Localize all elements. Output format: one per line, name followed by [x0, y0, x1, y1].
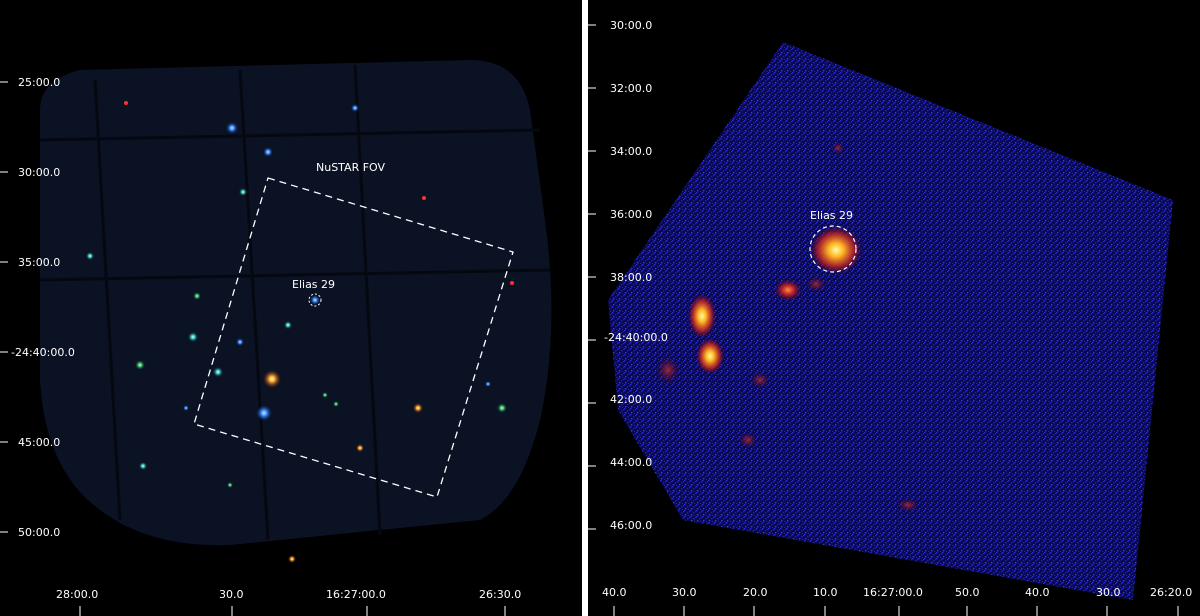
left-dec-tick: 35:00.0 [18, 256, 61, 269]
xmm-field-background [40, 60, 552, 546]
nustar-sources [656, 142, 919, 512]
nustar-detector-area [608, 42, 1173, 600]
right-frame-ticks [588, 24, 1179, 616]
right-dec-tick: 44:00.0 [610, 456, 653, 469]
left-ra-tick: 28:00.0 [56, 588, 99, 601]
left-image-panel: NuSTAR FOV Elias 29 25:00.0 30:00.0 35:0… [0, 0, 582, 616]
right-ra-tick: 20.0 [743, 586, 768, 599]
right-image-panel: Elias 29 30:00.0 32:00.0 34:00.0 36:00.0… [588, 0, 1200, 616]
left-ra-tick: 16:27:00.0 [326, 588, 386, 601]
right-ra-tick: 30.0 [672, 586, 697, 599]
right-ra-tick: 16:27:00.0 [863, 586, 923, 599]
right-ra-tick: 40.0 [602, 586, 627, 599]
right-dec-tick: 30:00.0 [610, 19, 653, 32]
left-dec-tick: 45:00.0 [18, 436, 61, 449]
left-frame-ticks [0, 81, 506, 616]
right-dec-tick: 32:00.0 [610, 82, 653, 95]
right-dec-tick: 38:00.0 [610, 271, 653, 284]
left-ra-tick: 26:30.0 [479, 588, 522, 601]
left-dec-tick: 30:00.0 [18, 166, 61, 179]
ccd-gaps [39, 64, 551, 541]
x-ray-sources [86, 101, 514, 563]
left-dec-tick: -24:40:00.0 [11, 346, 75, 359]
right-dec-tick: 34:00.0 [610, 145, 653, 158]
elias29-label-right: Elias 29 [810, 209, 854, 222]
nustar-fov-label: NuSTAR FOV [316, 161, 386, 174]
elias29-label-left: Elias 29 [292, 278, 336, 291]
left-sky-image [0, 60, 552, 616]
right-dec-tick: 46:00.0 [610, 519, 653, 532]
panel-divider [582, 0, 588, 616]
nustar-fov-box [193, 177, 514, 498]
right-dec-tick: 42:00.0 [610, 393, 653, 406]
right-dec-tick: -24:40:00.0 [604, 331, 668, 344]
right-ra-tick: 40.0 [1025, 586, 1050, 599]
left-dec-tick: 50:00.0 [18, 526, 61, 539]
right-ra-tick: 30.0 [1096, 586, 1121, 599]
right-ra-tick: 50.0 [955, 586, 980, 599]
right-ra-tick: 10.0 [813, 586, 838, 599]
right-ra-tick: 26:20.0 [1150, 586, 1193, 599]
right-dec-tick: 36:00.0 [610, 208, 653, 221]
right-sky-image [588, 24, 1179, 616]
elias29-circle-right [809, 225, 857, 273]
left-ra-tick: 30.0 [219, 588, 244, 601]
left-dec-tick: 25:00.0 [18, 76, 61, 89]
elias29-circle-left [308, 293, 322, 307]
